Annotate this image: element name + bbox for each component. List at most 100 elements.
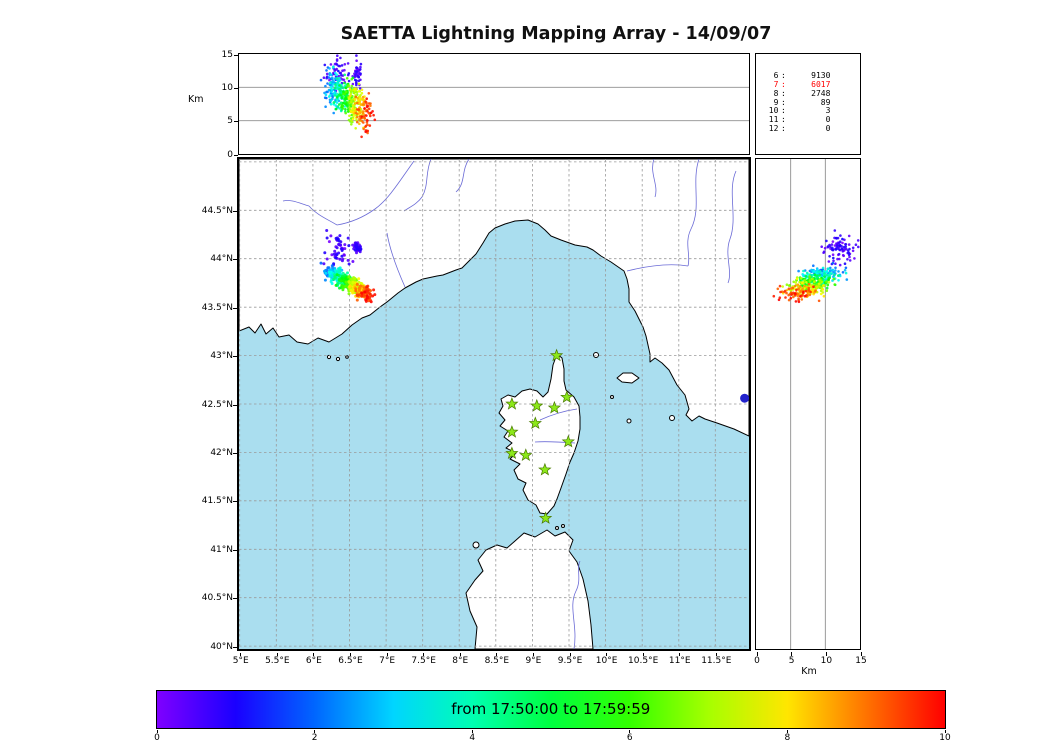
axis-tick xyxy=(756,652,758,656)
colon: : xyxy=(780,88,786,98)
axis-tick xyxy=(791,652,793,656)
lma-station-star xyxy=(519,448,533,462)
altitude-tick-label: 5 xyxy=(227,116,233,127)
lat-tick-label: 41°N xyxy=(210,544,233,555)
axis-tick xyxy=(715,652,717,657)
axis-tick xyxy=(629,729,631,733)
lma-station-star xyxy=(530,399,544,412)
colon: : xyxy=(780,106,786,116)
axis-tick xyxy=(233,154,239,156)
source-count-row: 10: 3 xyxy=(764,106,856,116)
lat-tick-label: 43°N xyxy=(210,351,233,362)
lon-tick-label: 8°E xyxy=(452,656,469,666)
axis-tick xyxy=(232,452,238,454)
axis-tick xyxy=(386,652,388,657)
lon-tick-label: 9.5°E xyxy=(557,656,583,666)
lon-tick-label: 7°E xyxy=(379,656,396,666)
lma-station-star xyxy=(505,446,519,460)
figure-title: SAETTA Lightning Mapping Array - 14/09/0… xyxy=(340,24,772,44)
axis-tick xyxy=(349,652,351,657)
lma-station-star xyxy=(539,511,553,525)
axis-tick xyxy=(825,652,827,656)
altitude-tick-label: 0 xyxy=(227,149,233,160)
altitude-tick-label: 10 xyxy=(221,82,233,93)
station-number: 10 xyxy=(768,106,779,116)
colon: : xyxy=(780,71,786,81)
giglio-island xyxy=(669,415,676,422)
lma-station-star xyxy=(505,397,519,411)
axis-tick xyxy=(232,210,238,212)
altitude-longitude-canvas xyxy=(239,54,750,139)
axis-tick xyxy=(233,87,239,89)
axis-tick xyxy=(156,729,158,733)
station-number: 9 xyxy=(773,97,779,107)
capraia-island xyxy=(593,352,600,359)
station-number: 8 xyxy=(773,88,779,98)
maddalena-islet xyxy=(561,524,566,529)
lma-station-star xyxy=(538,463,552,476)
lon-tick-label: 6°E xyxy=(305,656,322,666)
lightning-sources-altitude-latitude xyxy=(772,229,860,304)
axis-tick xyxy=(423,652,425,657)
coastlines xyxy=(239,159,750,650)
axis-tick xyxy=(232,404,238,406)
source-count-value: 0 xyxy=(825,123,831,133)
sardinia-coast xyxy=(465,529,594,650)
colorbar-tick-label: 0 xyxy=(154,733,160,743)
lon-tick-label: 10°E xyxy=(595,656,618,666)
station-number: 11 xyxy=(768,114,779,124)
colorbar-tick-label: 4 xyxy=(469,733,476,743)
lat-tick-label: 42°N xyxy=(210,447,233,458)
map-panel xyxy=(237,157,752,652)
lon-tick-label: 8.5°E xyxy=(484,656,510,666)
lat-tick-label: 44.5°N xyxy=(201,205,233,216)
elba-island xyxy=(616,372,640,384)
axis-tick xyxy=(232,501,238,503)
pianosa-island xyxy=(610,395,615,400)
source-count-row: 8: 2748 xyxy=(764,88,856,99)
colon: : xyxy=(780,114,786,124)
axis-tick xyxy=(232,356,238,358)
axis-tick xyxy=(944,729,946,733)
altitude-tick-label: 15 xyxy=(855,656,867,666)
source-count-value: 89 xyxy=(820,97,831,107)
lat-tick-label: 43.5°N xyxy=(201,302,233,313)
axis-tick xyxy=(232,307,238,309)
axis-tick xyxy=(496,652,498,657)
lon-tick-label: 7.5°E xyxy=(411,656,436,666)
colorbar-tick-label: 10 xyxy=(939,733,951,743)
altitude-tick-label: 5 xyxy=(788,656,795,666)
source-counts-panel: 6: 9130 7: 6017 8: 2748 9: 89 10: 3 11: 0 12: 0 xyxy=(755,53,862,156)
axis-tick xyxy=(459,652,461,657)
colon: : xyxy=(780,123,786,133)
axis-tick xyxy=(240,652,242,657)
lon-tick-label: 11.5°E xyxy=(701,656,732,666)
time-colorbar: from 17:50:00 to 17:59:59 xyxy=(155,689,946,729)
lma-station-star xyxy=(550,348,564,362)
axis-tick xyxy=(606,652,608,657)
lon-tick-label: 5.5°E xyxy=(265,656,290,666)
lat-tick-label: 41.5°N xyxy=(201,496,233,507)
lon-tick-label: 11°E xyxy=(668,656,691,666)
altitude-latitude-panel xyxy=(755,158,862,651)
lon-tick-label: 6.5°E xyxy=(338,656,363,666)
axis-tick xyxy=(232,646,238,648)
source-count-value: 6017 xyxy=(811,80,831,90)
source-count-value: 3 xyxy=(825,106,831,116)
lightning-sources-map xyxy=(319,229,377,304)
lma-station-star xyxy=(560,390,574,404)
axis-tick xyxy=(232,549,238,551)
axis-tick xyxy=(569,652,571,657)
colorbar-tick-label: 8 xyxy=(784,733,791,743)
source-count-row: 7: 6017 xyxy=(764,80,856,90)
axis-tick xyxy=(786,729,788,733)
lon-tick-label: 9°E xyxy=(525,656,542,666)
source-count-value: 2748 xyxy=(811,88,831,98)
altitude-tick-label: 0 xyxy=(754,656,760,666)
axis-tick xyxy=(232,598,238,600)
rivers xyxy=(283,159,737,650)
axis-tick xyxy=(232,259,238,261)
colorbar-tick-label: 6 xyxy=(626,733,633,743)
axis-tick xyxy=(532,652,534,657)
